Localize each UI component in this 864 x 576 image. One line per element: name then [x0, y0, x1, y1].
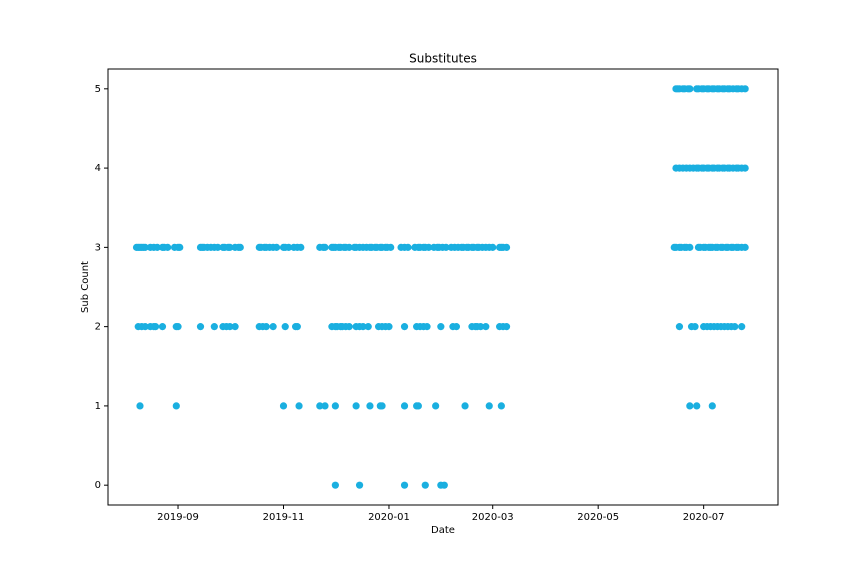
point — [686, 85, 694, 93]
point — [437, 323, 445, 331]
point — [440, 481, 448, 489]
plot-frame — [107, 68, 779, 506]
point — [387, 243, 395, 251]
x-tick-label: 2020-01 — [368, 512, 410, 523]
y-tick-label: 1 — [95, 401, 101, 412]
point — [153, 243, 161, 251]
point — [214, 243, 222, 251]
point — [432, 402, 440, 410]
point — [400, 323, 409, 331]
point — [285, 243, 293, 251]
point — [708, 402, 716, 410]
y-tick-label: 3 — [95, 242, 101, 253]
x-tick-label: 2019-11 — [263, 512, 305, 523]
point — [502, 243, 511, 251]
point — [404, 243, 412, 251]
point — [502, 323, 511, 331]
point — [172, 402, 180, 410]
point — [236, 243, 244, 251]
point — [321, 402, 329, 410]
point — [262, 323, 270, 331]
point — [485, 402, 493, 410]
point — [693, 402, 701, 410]
point — [741, 243, 749, 251]
point — [151, 323, 160, 331]
point — [279, 402, 288, 410]
point — [741, 85, 749, 93]
point — [738, 323, 746, 331]
point — [226, 243, 234, 251]
point — [385, 323, 393, 331]
point — [675, 323, 684, 331]
point — [452, 323, 460, 331]
point — [364, 323, 372, 331]
point — [421, 481, 429, 489]
point — [226, 323, 234, 331]
point — [423, 323, 431, 331]
x-tick-label: 2019-09 — [157, 512, 199, 523]
point — [482, 323, 490, 331]
point — [425, 243, 433, 251]
point — [164, 243, 172, 251]
point — [414, 402, 422, 410]
point — [355, 481, 364, 489]
point — [136, 402, 144, 410]
y-tick-label: 5 — [95, 84, 101, 95]
point — [400, 402, 409, 410]
point — [345, 243, 353, 251]
x-tick-label: 2020-05 — [577, 512, 619, 523]
y-tick-label: 0 — [95, 480, 101, 491]
point — [331, 402, 339, 410]
point — [269, 323, 277, 331]
x-axis-label: Date — [431, 525, 455, 536]
y-tick-label: 2 — [95, 322, 101, 333]
y-axis-label: Sub Count — [80, 261, 91, 313]
point — [731, 323, 739, 331]
point — [297, 243, 305, 251]
point — [359, 323, 367, 331]
point — [686, 243, 694, 251]
point — [176, 243, 184, 251]
point — [378, 402, 386, 410]
y-tick-label: 4 — [95, 163, 101, 174]
point — [272, 243, 281, 251]
point — [141, 243, 149, 251]
point — [461, 402, 469, 410]
point — [686, 402, 694, 410]
point — [352, 402, 360, 410]
point — [293, 323, 301, 331]
point — [231, 323, 239, 331]
point — [210, 323, 218, 331]
point — [489, 243, 497, 251]
point — [497, 402, 505, 410]
point — [158, 323, 167, 331]
point — [141, 323, 149, 331]
x-tick-label: 2020-03 — [472, 512, 514, 523]
point — [477, 323, 485, 331]
point — [366, 402, 374, 410]
point — [442, 243, 450, 251]
point — [316, 402, 324, 410]
point — [345, 323, 353, 331]
chart-title: Substitutes — [409, 52, 477, 66]
point — [331, 481, 339, 489]
point — [691, 323, 699, 331]
point — [174, 323, 182, 331]
point — [741, 164, 749, 172]
point — [400, 481, 409, 489]
point — [196, 323, 205, 331]
x-tick-label: 2020-07 — [683, 512, 725, 523]
point — [281, 323, 289, 331]
point — [295, 402, 303, 410]
point — [321, 243, 329, 251]
